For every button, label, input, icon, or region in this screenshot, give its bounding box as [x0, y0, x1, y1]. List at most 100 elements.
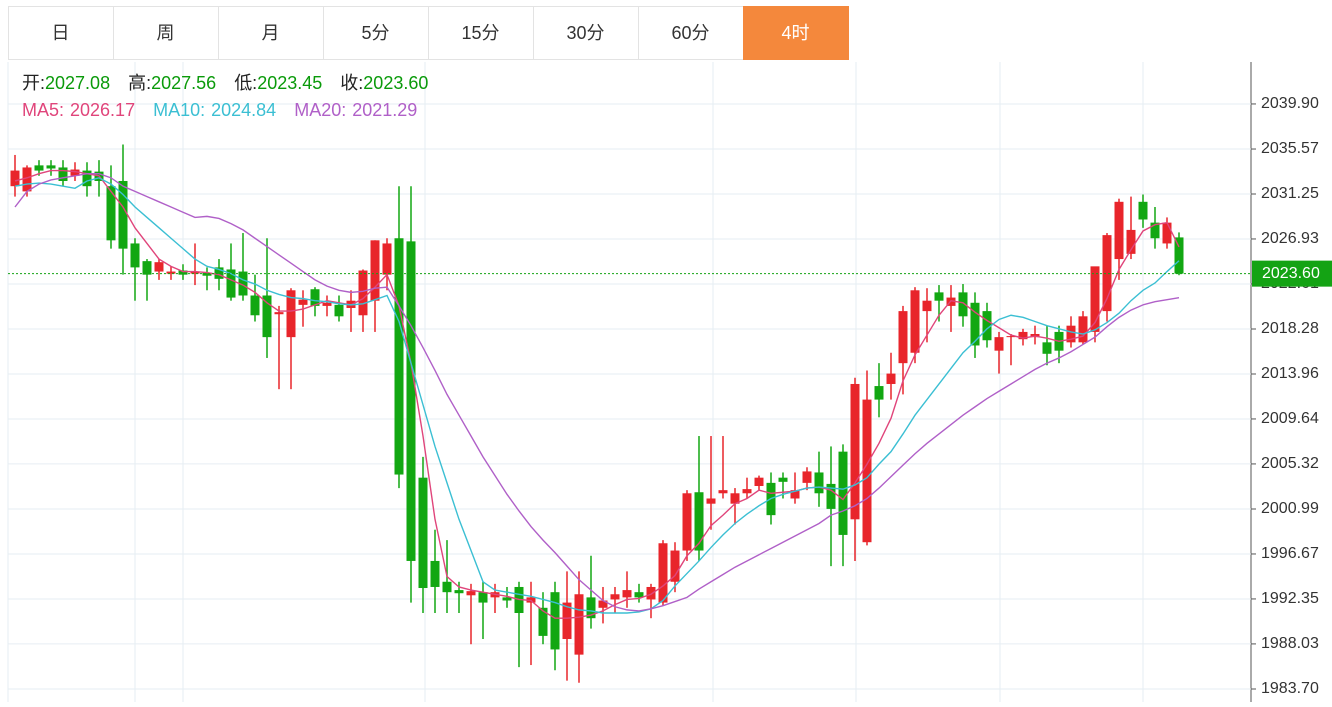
candle-body [274, 312, 284, 315]
candle-body [778, 477, 788, 482]
tab-label[interactable]: 月 [262, 23, 280, 43]
summary-label: 开: [22, 73, 45, 93]
candle-body [802, 471, 812, 483]
y-tick-label: 2009.64 [1261, 410, 1319, 427]
tab-label[interactable]: 60分 [671, 23, 709, 43]
ma-line [14, 169, 1180, 619]
candle-body [622, 590, 632, 598]
candle-body [58, 167, 68, 181]
candle-body [730, 493, 740, 504]
candle-body [466, 591, 476, 596]
tab-label[interactable]: 5分 [361, 23, 389, 43]
tab[interactable] [323, 6, 429, 60]
y-tick-label: 2031.25 [1261, 185, 1319, 202]
tab[interactable] [113, 6, 219, 60]
candle-body [718, 490, 728, 494]
candle-body [406, 241, 416, 561]
y-tick-label: 1996.67 [1261, 545, 1319, 562]
tab-label[interactable]: 4时 [781, 23, 809, 43]
candle-body [214, 267, 224, 279]
candle-body [394, 238, 404, 475]
candle-body [1018, 331, 1028, 340]
candle-body [1138, 201, 1148, 220]
tab[interactable] [638, 6, 744, 60]
candle-body [178, 270, 188, 275]
candle-body [22, 167, 32, 192]
summary-value: 2023.45 [257, 73, 322, 93]
candle-body [430, 560, 440, 587]
summary-value: 2023.60 [363, 73, 428, 93]
candle-body [502, 597, 512, 601]
tab[interactable] [533, 6, 639, 60]
tab[interactable] [8, 6, 114, 60]
candle-body [298, 299, 308, 305]
candle-body [118, 180, 128, 249]
candle-body [478, 592, 488, 603]
candle-body [1006, 336, 1016, 338]
y-tick-label: 2005.32 [1261, 455, 1319, 472]
legend-name: MA20: [294, 100, 346, 120]
candle-body [550, 592, 560, 650]
candle-body [1150, 222, 1160, 239]
tab[interactable] [743, 6, 849, 60]
candle-body [982, 311, 992, 341]
candle-body [322, 302, 332, 306]
y-tick-label: 2026.93 [1261, 230, 1319, 247]
candle-body [1126, 229, 1136, 254]
summary-label: 低: [234, 73, 257, 93]
tab-label[interactable]: 15分 [461, 23, 499, 43]
summary-value: 2027.56 [151, 73, 216, 93]
candle-body [166, 271, 176, 274]
candle-body [910, 290, 920, 353]
candle-body [934, 292, 944, 301]
candle-body [1174, 237, 1184, 274]
candle-body [1090, 266, 1100, 332]
y-tick-label: 2013.96 [1261, 365, 1319, 382]
legend-value: 2021.29 [352, 100, 417, 120]
candle-body [646, 586, 656, 600]
candle-body [190, 271, 200, 274]
y-tick-label: 2018.28 [1261, 320, 1319, 337]
candle-body [334, 304, 344, 317]
last-price-label: 2023.60 [1262, 265, 1320, 282]
summary-label: 收: [340, 73, 363, 93]
candle-body [226, 269, 236, 298]
candle-body [610, 594, 620, 600]
candle-body [1042, 342, 1052, 354]
tab-label[interactable]: 日 [52, 23, 70, 43]
candle-body [34, 165, 44, 171]
candle-body [754, 477, 764, 486]
candle-body [286, 290, 296, 338]
candle-body [574, 594, 584, 655]
candle-body [634, 592, 644, 598]
candle-body [238, 271, 248, 296]
tab[interactable] [218, 6, 324, 60]
legend-name: MA10: [153, 100, 205, 120]
candle-body [130, 243, 140, 268]
candle-body [154, 262, 164, 272]
candle-body [706, 498, 716, 504]
candle-body [922, 300, 932, 312]
last-price-box [1252, 260, 1332, 287]
candle-body [694, 492, 704, 551]
y-tick-label: 1988.03 [1261, 635, 1319, 652]
y-tick-label: 1992.35 [1261, 590, 1319, 607]
candle-body [442, 581, 452, 593]
candle-body [106, 186, 116, 241]
candle-body [586, 597, 596, 619]
candle-body [262, 295, 272, 338]
candle-body [142, 261, 152, 275]
tab-label[interactable]: 30分 [566, 23, 604, 43]
candle-body [538, 607, 548, 636]
tab[interactable] [428, 6, 534, 60]
candle-body [742, 489, 752, 494]
candle-body [46, 165, 56, 169]
candle-body [862, 399, 872, 543]
candle-body [82, 170, 92, 187]
legend-name: MA5: [22, 100, 64, 120]
tab-label[interactable]: 周 [157, 23, 175, 43]
summary-value: 2027.08 [45, 73, 110, 93]
candle-body [382, 243, 392, 275]
